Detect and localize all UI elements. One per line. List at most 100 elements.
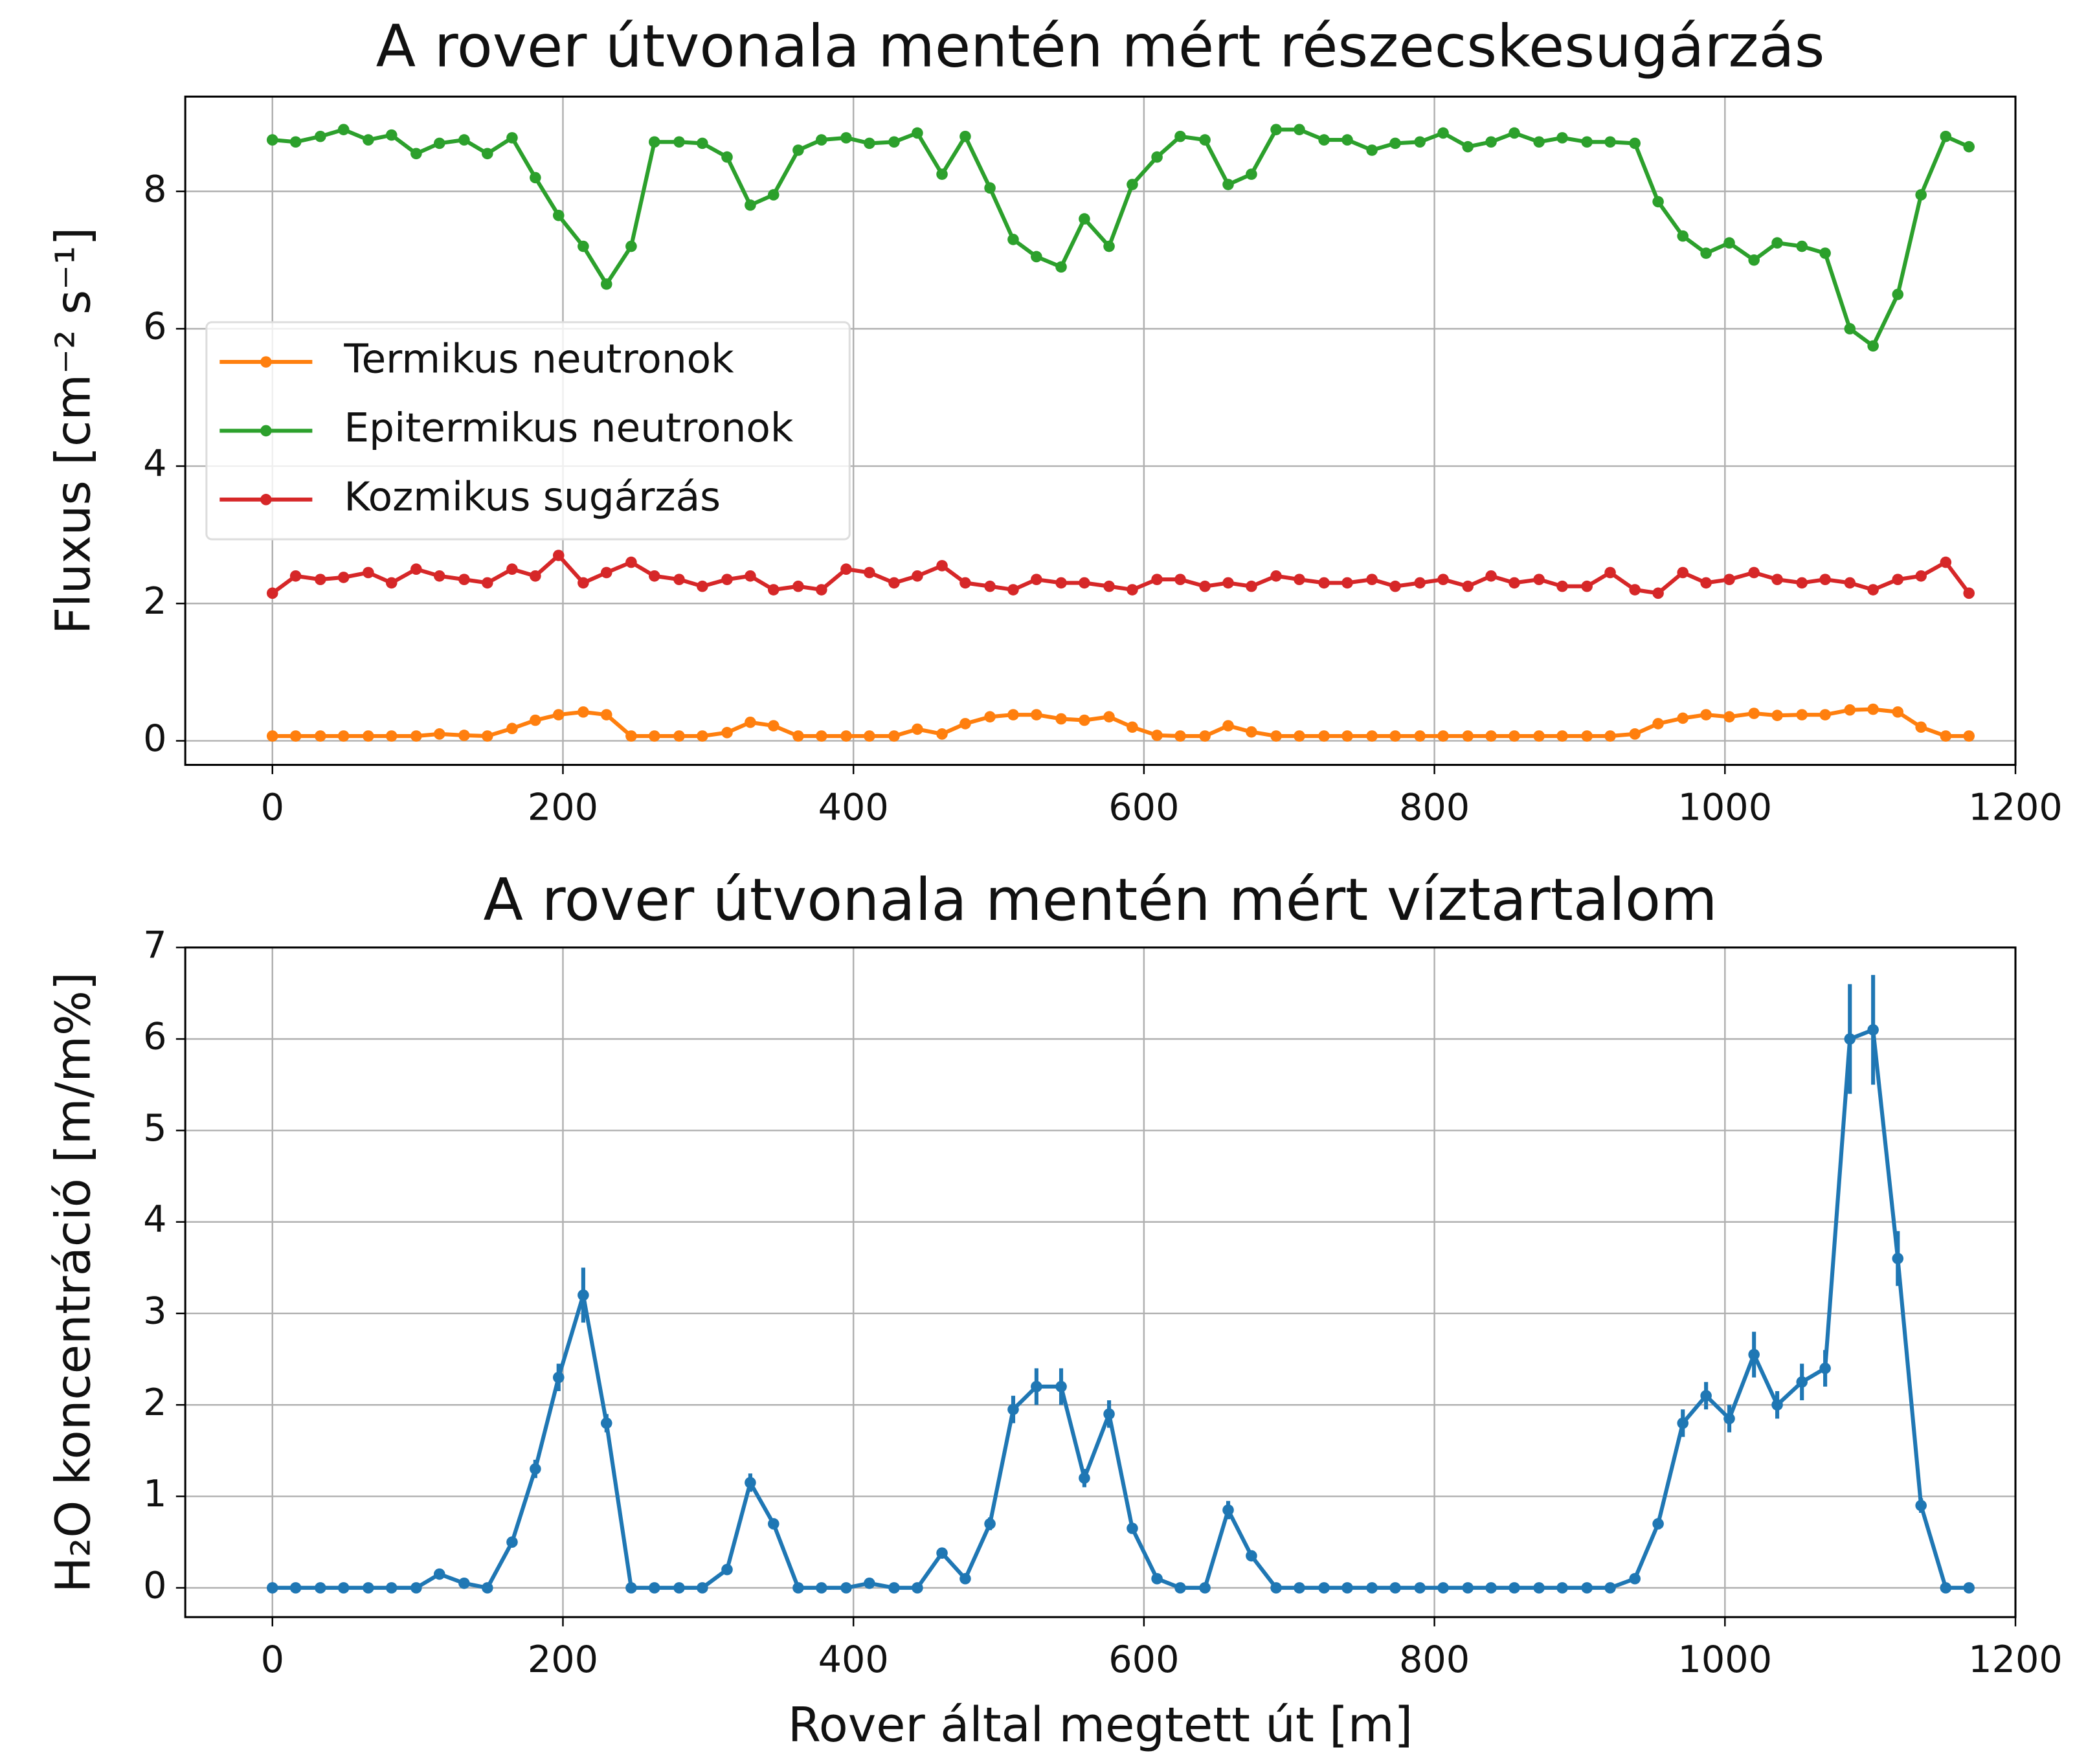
marker <box>1819 709 1831 720</box>
marker <box>1700 577 1712 589</box>
marker <box>1485 1582 1497 1594</box>
marker <box>673 136 685 148</box>
marker <box>1748 1348 1760 1361</box>
marker <box>1007 584 1019 596</box>
marker <box>1246 580 1257 592</box>
marker <box>745 570 756 582</box>
marker <box>673 574 685 585</box>
marker <box>1677 712 1689 724</box>
marker <box>1389 730 1401 742</box>
legend-marker <box>260 356 272 368</box>
marker <box>649 730 660 742</box>
marker <box>984 711 996 723</box>
marker <box>315 574 326 585</box>
marker <box>482 1582 493 1594</box>
marker <box>1007 709 1019 720</box>
marker <box>1915 1499 1927 1512</box>
marker <box>1366 730 1378 742</box>
marker <box>768 1518 780 1530</box>
marker <box>1199 1582 1211 1594</box>
marker <box>1437 730 1449 742</box>
marker <box>1963 1582 1975 1594</box>
marker <box>1007 234 1019 245</box>
y-tick-label: 5 <box>143 1107 166 1150</box>
marker <box>745 199 756 211</box>
legend-label: Epitermikus neutronok <box>344 405 793 451</box>
marker <box>816 1582 827 1594</box>
marker <box>816 584 827 596</box>
marker <box>1414 730 1426 742</box>
marker <box>1127 721 1138 733</box>
marker <box>1581 580 1593 592</box>
marker <box>792 1582 804 1594</box>
marker <box>864 1578 875 1589</box>
marker <box>1007 1403 1019 1416</box>
marker <box>1246 1550 1257 1562</box>
marker <box>1462 1582 1474 1594</box>
marker <box>1055 1381 1067 1392</box>
marker <box>792 144 804 156</box>
marker <box>697 580 708 592</box>
marker <box>1462 140 1474 153</box>
marker <box>1079 577 1090 589</box>
marker <box>1652 718 1664 730</box>
y-axis-label: Fluxus [cm⁻² s⁻¹] <box>47 227 102 634</box>
marker <box>1366 144 1378 156</box>
marker <box>1748 708 1760 719</box>
y-tick-label: 2 <box>143 580 166 623</box>
marker <box>530 1463 541 1475</box>
marker <box>1366 1582 1378 1594</box>
marker <box>1892 706 1904 718</box>
marker <box>482 577 493 589</box>
marker <box>1867 340 1879 352</box>
marker <box>1055 713 1067 725</box>
marker <box>1509 577 1520 589</box>
marker <box>1844 577 1856 589</box>
marker <box>1294 730 1305 742</box>
marker <box>984 1518 996 1530</box>
marker <box>552 1372 565 1383</box>
marker <box>552 550 565 561</box>
marker <box>506 563 518 575</box>
marker <box>1963 587 1975 599</box>
marker <box>912 127 923 139</box>
marker <box>600 278 612 290</box>
marker <box>1294 1582 1305 1594</box>
marker <box>1341 730 1353 742</box>
marker <box>888 1582 900 1594</box>
marker <box>315 1582 326 1594</box>
marker <box>1748 566 1760 579</box>
marker <box>864 137 875 150</box>
marker <box>697 137 708 150</box>
marker <box>337 730 350 742</box>
legend-marker <box>260 493 272 506</box>
y-tick-label: 2 <box>143 1381 166 1424</box>
marker <box>1819 574 1831 585</box>
marker <box>1771 1399 1783 1411</box>
plot-frame <box>184 95 2017 766</box>
marker <box>1556 730 1568 742</box>
marker <box>1844 704 1856 716</box>
marker <box>1604 566 1616 579</box>
marker <box>363 566 374 579</box>
marker <box>1414 1582 1426 1594</box>
marker <box>506 1536 518 1548</box>
y-tick-label: 4 <box>143 1198 166 1241</box>
legend-label: Kozmikus sugárzás <box>344 474 721 520</box>
y-tick-label: 6 <box>143 305 166 348</box>
x-tick-label: 1000 <box>1678 787 1773 829</box>
marker <box>673 730 685 742</box>
marker <box>1556 132 1568 144</box>
marker <box>1318 730 1330 742</box>
marker <box>1318 134 1330 146</box>
marker <box>816 134 827 146</box>
marker <box>1652 195 1664 208</box>
x-tick-label: 200 <box>528 1638 598 1681</box>
marker <box>530 714 541 726</box>
marker <box>1151 1572 1163 1585</box>
marker <box>1199 580 1211 592</box>
marker <box>625 240 637 252</box>
marker <box>1533 136 1545 148</box>
marker <box>1629 137 1641 150</box>
